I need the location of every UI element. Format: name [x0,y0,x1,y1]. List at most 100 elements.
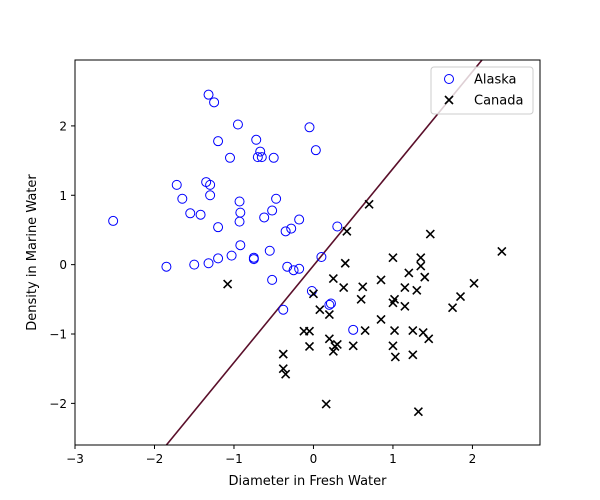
data-point-alaska [332,221,343,232]
decision-boundary-line [165,60,483,445]
data-point-alaska [325,298,336,309]
data-point-canada [416,253,426,263]
data-point-canada [425,229,435,239]
data-point-canada [390,352,400,362]
plot-frame [74,59,541,446]
x-tick-label: 0 [310,452,318,466]
y-tick-label: −1 [49,328,67,342]
data-point-alaska [294,263,305,274]
data-point-alaska [213,253,224,264]
data-point-alaska [282,261,293,272]
series-canada [223,199,507,417]
data-point-canada [342,226,352,236]
data-point-canada [408,350,418,360]
data-point-alaska [248,254,259,265]
data-point-canada [424,334,434,344]
data-point-alaska [203,258,214,269]
data-point-canada [416,261,426,271]
x-tick-label: −1 [225,452,243,466]
data-point-canada [328,273,338,284]
data-point-canada [400,282,410,293]
data-point-alaska [294,214,305,225]
data-point-alaska [185,208,196,219]
data-point-canada [340,258,350,268]
data-point-alaska [348,324,359,335]
data-point-canada [304,326,315,336]
data-point-canada [223,279,233,289]
data-point-canada [388,341,398,351]
data-point-alaska [304,122,315,133]
x-tick-label: −2 [146,452,164,466]
data-point-alaska [195,209,206,220]
series-alaska [108,89,359,335]
data-point-alaska [235,240,246,251]
data-point-canada [278,364,288,374]
data-point-alaska [278,304,289,315]
data-point-alaska [316,252,327,263]
data-point-alaska [252,152,263,163]
data-point-canada [408,325,418,336]
y-tick-label: −2 [49,397,67,411]
data-point-canada [376,314,386,325]
data-point-canada [308,289,319,299]
x-axis: −3 −2 −1 0 1 2 [66,445,476,466]
data-point-canada [324,334,334,344]
data-point-alaska [267,274,278,285]
data-point-canada [447,303,458,313]
x-tick-label: 2 [469,452,477,466]
data-point-alaska [286,223,297,234]
data-point-canada [358,282,368,292]
data-point-canada [278,349,288,359]
data-point-canada [389,325,400,336]
data-point-alaska [213,222,224,233]
data-point-canada [469,278,479,288]
data-point-alaska [271,193,282,204]
legend-marker-canada [444,95,454,105]
data-point-canada [315,305,325,315]
y-axis: −2 −1 0 1 2 [49,119,75,411]
legend-box [430,66,534,115]
data-point-alaska [234,216,245,227]
data-point-alaska [288,265,299,276]
data-point-canada [455,291,466,302]
data-point-alaska [267,205,278,216]
data-point-canada [321,399,331,409]
data-point-canada [404,268,414,278]
data-point-alaska [232,119,243,130]
data-point-canada [364,199,374,209]
legend: Alaska Canada [430,66,534,115]
boundary-layer [165,60,483,445]
data-point-alaska [251,134,262,145]
legend-label-canada: Canada [474,94,523,109]
data-point-canada [412,285,422,295]
data-point-alaska [108,215,119,226]
y-tick-label: 2 [59,119,67,133]
data-point-canada [388,298,398,308]
data-point-alaska [280,226,291,237]
data-point-alaska [189,259,200,270]
data-point-alaska [209,97,220,108]
data-point-canada [413,407,423,417]
data-point-canada [348,341,358,351]
data-point-alaska [234,196,245,207]
data-point-canada [497,246,507,257]
data-point-canada [328,346,338,356]
data-point-alaska [226,250,237,261]
data-point-alaska [255,146,266,157]
data-point-alaska [161,261,172,272]
data-point-alaska [203,89,214,100]
y-tick-label: 0 [59,258,67,272]
data-point-canada [388,253,398,263]
data-point-canada [324,310,334,320]
data-point-canada [339,282,349,293]
data-point-alaska [256,152,267,163]
legend-marker-alaska [444,74,454,84]
data-point-canada [304,341,315,352]
data-point-alaska [225,152,235,163]
data-point-alaska [259,212,270,223]
data-point-alaska [324,299,335,310]
data-point-alaska [177,193,188,204]
x-tick-label: 1 [389,452,397,466]
data-point-canada [400,301,410,311]
